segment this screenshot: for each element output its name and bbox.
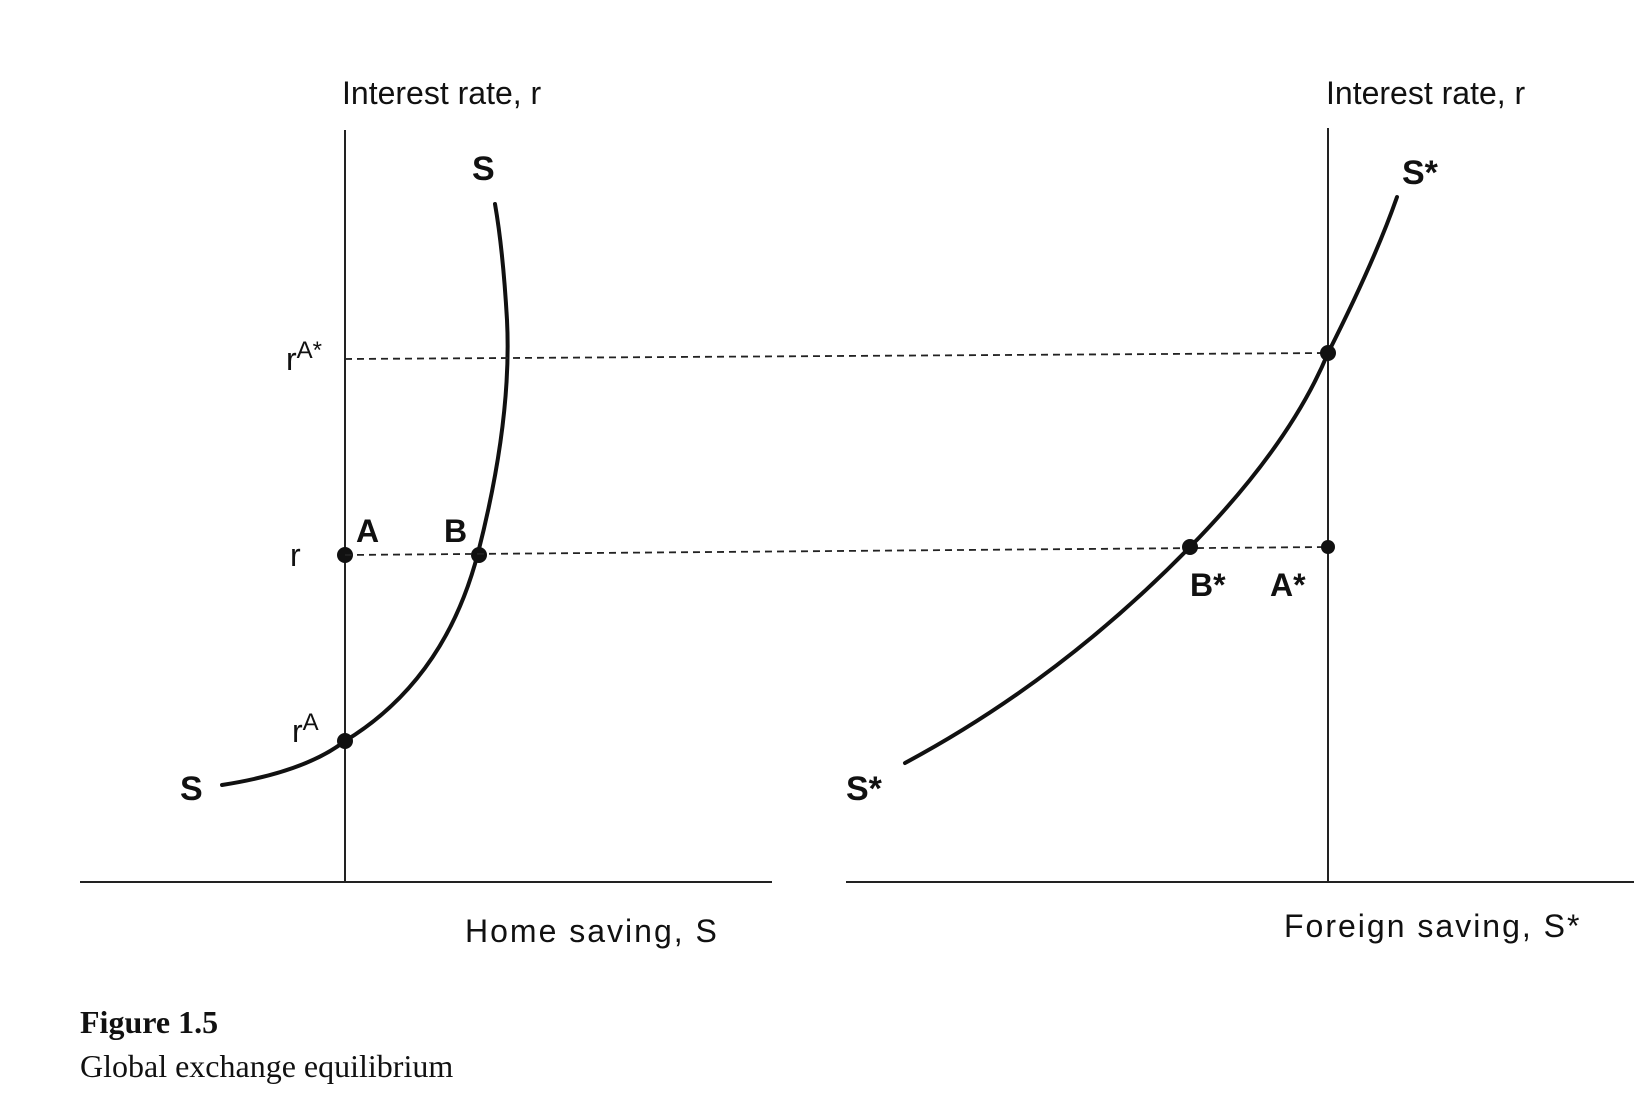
point-b-star-label: B* <box>1190 567 1226 603</box>
foreign-saving-curve <box>903 195 1399 765</box>
point-a-star-label: A* <box>1270 567 1306 603</box>
guide-r <box>344 546 1329 556</box>
left-panel: Interest rate, r Home saving, S S S rA* … <box>80 75 772 949</box>
tick-r-a-sup: A <box>303 709 319 736</box>
point-b-star-dot <box>1182 539 1198 555</box>
tick-r: r <box>290 537 301 573</box>
point-a-star-dot <box>1321 540 1335 554</box>
right-x-axis-title: Foreign saving, S* <box>1284 908 1581 944</box>
foreign-curve-label-top: S* <box>1402 154 1439 192</box>
point-r-a-star-dot <box>1320 345 1336 361</box>
point-b-dot <box>471 547 487 563</box>
figure-caption-subtitle: Global exchange equilibrium <box>80 1048 453 1084</box>
tick-r-a: rA <box>292 709 319 749</box>
point-a-label: A <box>356 513 379 549</box>
tick-r-a-star: rA* <box>286 337 322 377</box>
tick-r-a-base: r <box>292 713 303 749</box>
tick-r-a-star-sup: A* <box>297 337 322 364</box>
tick-r-a-star-base: r <box>286 341 297 377</box>
home-saving-curve <box>220 202 510 787</box>
point-b-label: B <box>444 513 467 549</box>
left-x-axis-title: Home saving, S <box>465 913 719 949</box>
home-curve-label-top: S <box>472 150 495 188</box>
home-curve-label-bottom: S <box>180 770 203 808</box>
point-r-a-dot <box>337 733 353 749</box>
right-panel: Interest rate, r Foreign saving, S* S* S… <box>846 75 1634 944</box>
figure-caption-title: Figure 1.5 <box>80 1004 218 1040</box>
guide-r-a-star <box>344 352 1329 360</box>
right-y-axis-title: Interest rate, r <box>1326 75 1526 111</box>
left-y-axis-title: Interest rate, r <box>342 75 542 111</box>
foreign-curve-label-bottom: S* <box>846 770 883 808</box>
